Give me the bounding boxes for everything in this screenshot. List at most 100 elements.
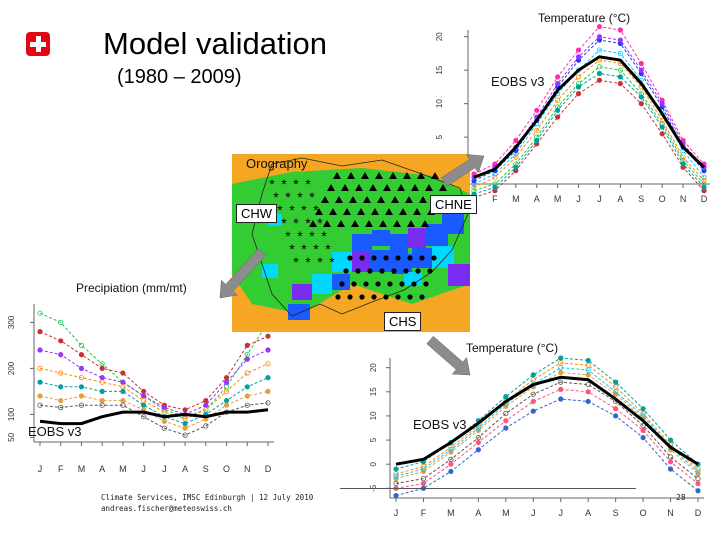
terrain-cell: [352, 252, 370, 272]
chs-station-marker: [419, 255, 425, 261]
model-point: [530, 377, 536, 383]
x-tick-label: D: [695, 508, 702, 518]
model-point: [667, 437, 674, 443]
model-point: [393, 492, 399, 499]
terrain-cell: [312, 274, 332, 294]
model-point: [161, 418, 167, 424]
model-point: [265, 361, 271, 367]
chw-station-marker: *: [289, 202, 295, 218]
model-series-line: [473, 79, 705, 198]
chne-station-marker: [439, 184, 447, 191]
x-tick-label: O: [659, 194, 666, 204]
model-point: [223, 375, 230, 381]
model-point: [617, 67, 623, 73]
model-point: [596, 64, 603, 70]
model-point: [120, 402, 126, 408]
chs-station-marker: [411, 281, 417, 287]
model-point: [530, 372, 536, 378]
chne-station-marker: [425, 184, 433, 191]
model-point: [448, 468, 454, 475]
x-tick-label: M: [502, 508, 510, 518]
model-point: [701, 178, 707, 184]
model-point: [695, 468, 701, 475]
model-point: [613, 413, 619, 419]
model-point: [638, 60, 644, 67]
model-point: [695, 488, 701, 494]
chne-chart-title: Temperature (°C): [538, 11, 631, 25]
model-point: [701, 184, 707, 190]
model-point: [393, 473, 399, 479]
model-point: [503, 410, 509, 417]
model-point: [223, 398, 230, 404]
model-point: [659, 117, 665, 123]
chw-station-marker: *: [305, 254, 311, 270]
chs-station-marker: [339, 281, 345, 287]
chw-station-marker: *: [329, 254, 335, 270]
orography-map: * * * ** * * ** * * ** * * ** * * ** * * ** * * *: [232, 154, 470, 332]
page-number: 28: [676, 493, 686, 502]
model-point: [585, 367, 591, 373]
chne-station-marker: [393, 220, 401, 227]
chne-station-marker: [347, 172, 355, 179]
model-point: [492, 184, 498, 190]
model-point: [223, 379, 230, 385]
model-point: [223, 388, 230, 395]
model-point: [244, 402, 250, 408]
swiss-cross-icon: [26, 32, 50, 56]
chne-station-marker: [377, 196, 385, 203]
chw-station-marker: *: [321, 228, 327, 244]
chs-station-marker: [431, 255, 437, 261]
model-point: [585, 398, 591, 405]
chw-station-marker: *: [313, 202, 319, 218]
model-point: [58, 370, 64, 376]
model-point: [558, 396, 564, 402]
x-tick-label: F: [492, 194, 498, 204]
model-point: [701, 174, 707, 180]
footer-line-2: andreas.fischer@meteoswiss.ch: [101, 504, 232, 513]
chs-station-marker: [399, 281, 405, 287]
model-point: [448, 461, 454, 467]
chne-station-marker: [351, 220, 359, 227]
chs-station-marker: [391, 268, 397, 274]
x-tick-label: A: [182, 464, 188, 474]
chs-station-marker: [351, 281, 357, 287]
y-tick-label: 10: [435, 99, 444, 108]
chs-station-marker: [427, 268, 433, 274]
model-point: [575, 47, 582, 53]
region-label-chw: CHW: [236, 204, 278, 223]
chne-station-marker: [361, 172, 369, 179]
model-point: [58, 319, 64, 325]
model-point: [99, 402, 105, 408]
model-point: [99, 388, 105, 395]
x-tick-label: O: [640, 508, 647, 518]
chs-station-marker: [347, 294, 353, 300]
model-point: [141, 402, 147, 408]
model-point: [513, 164, 519, 170]
region-label-chs: CHS: [384, 312, 422, 331]
y-tick-label: 50: [7, 432, 16, 441]
chw-station-marker: *: [273, 189, 279, 205]
model-point: [244, 393, 250, 399]
model-point: [141, 414, 147, 420]
y-tick-label: 300: [7, 315, 16, 329]
x-tick-label: J: [558, 508, 563, 518]
model-point: [585, 381, 591, 388]
y-tick-label: 5: [435, 134, 444, 139]
chne-station-marker: [329, 208, 337, 215]
model-point: [37, 393, 43, 399]
chne-station-marker: [337, 220, 345, 227]
model-point: [613, 406, 619, 412]
model-point: [120, 384, 126, 390]
model-point: [659, 124, 665, 130]
chs-station-marker: [371, 255, 377, 261]
chw-station-marker: *: [301, 202, 307, 218]
chw-station-marker: *: [309, 189, 315, 205]
chne-station-marker: [321, 196, 329, 203]
model-point: [585, 357, 591, 364]
model-point: [534, 127, 540, 134]
model-point: [475, 439, 481, 446]
model-point: [667, 466, 674, 472]
model-point: [58, 338, 64, 344]
terrain-cell: [352, 234, 372, 252]
